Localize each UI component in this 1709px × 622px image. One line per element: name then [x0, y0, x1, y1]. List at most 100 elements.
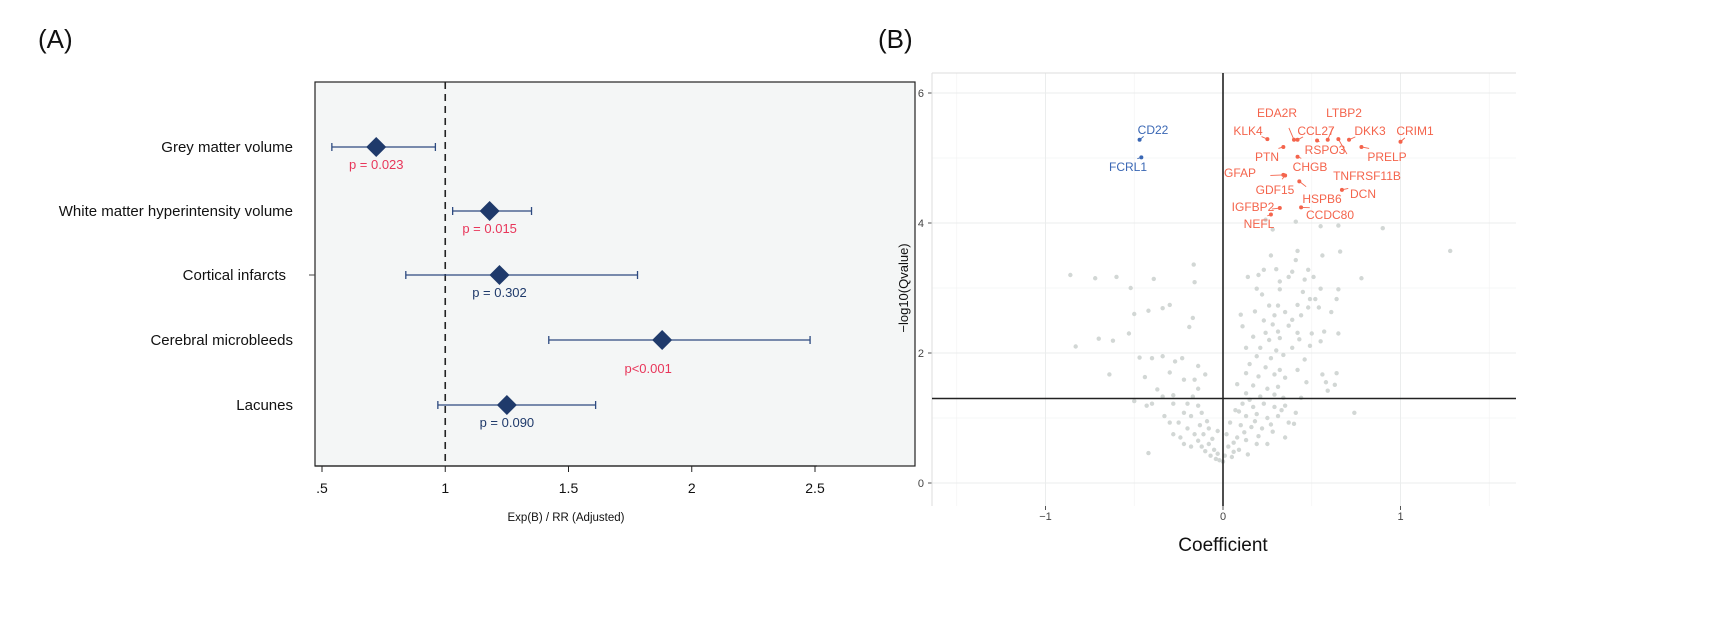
scatter-point [1265, 415, 1270, 421]
scatter-point [1160, 394, 1165, 399]
scatter-point [1275, 384, 1281, 389]
scatter-point [1176, 420, 1181, 425]
gene-label: GFAP [1224, 166, 1256, 180]
x-tick-label-b: 0 [1220, 511, 1226, 523]
scatter-point [1247, 361, 1252, 367]
scatter-point [1334, 296, 1339, 302]
labeled-point [1297, 179, 1302, 184]
gene-label: KLK4 [1233, 124, 1263, 138]
x-tick-label-b: 1 [1397, 511, 1403, 523]
scatter-point [1291, 421, 1297, 427]
scatter-point [1250, 334, 1256, 339]
scatter-point [1352, 410, 1357, 415]
scatter-point [1160, 305, 1165, 311]
scatter-point [1208, 453, 1213, 458]
row-label: Lacunes [236, 397, 293, 414]
scatter-point [1242, 430, 1247, 435]
scatter-point [1259, 292, 1265, 297]
scatter-point [1160, 354, 1165, 359]
scatter-point [1282, 309, 1288, 315]
scatter-point [1268, 422, 1274, 427]
scatter-point [1293, 410, 1298, 415]
y-tick-label-b: 6 [918, 88, 924, 100]
scatter-point [1231, 449, 1236, 454]
scatter-point [1195, 403, 1201, 408]
scatter-point [1316, 305, 1322, 310]
scatter-point [1233, 408, 1238, 413]
p-value-label: p = 0.090 [480, 415, 535, 430]
scatter-point [1281, 352, 1286, 358]
scatter-point [1302, 277, 1307, 282]
scatter-point [1238, 422, 1243, 428]
labeled-point [1265, 137, 1270, 142]
scatter-point [1171, 393, 1176, 398]
scatter-point [1270, 227, 1275, 232]
x-tick-label-a: 1 [441, 480, 449, 496]
scatter-point [1201, 432, 1206, 437]
scatter-point [1155, 387, 1160, 392]
scatter-point [1096, 336, 1101, 341]
scatter-point [1185, 401, 1190, 406]
scatter-point [1274, 266, 1279, 272]
labeled-point [1339, 187, 1344, 192]
scatter-point [1181, 441, 1187, 447]
scatter-point [1270, 322, 1275, 327]
scatter-point [1277, 279, 1283, 284]
gene-label: FCRL1 [1109, 160, 1147, 174]
x-axis-label-b: Coefficient [1178, 535, 1268, 556]
gene-label: HSPB6 [1302, 192, 1342, 206]
scatter-point [1197, 422, 1203, 428]
gene-label: TNFRSF11B [1333, 169, 1401, 183]
scatter-point [1336, 287, 1341, 292]
scatter-point [1204, 419, 1210, 424]
scatter-point [1256, 434, 1261, 439]
scatter-point [1261, 267, 1267, 272]
p-value-label: p = 0.302 [472, 285, 527, 300]
scatter-point [1309, 331, 1314, 336]
scatter-point [1272, 313, 1277, 318]
scatter-point [1132, 311, 1137, 317]
scatter-point [1323, 380, 1329, 385]
scatter-point [1243, 391, 1249, 396]
x-tick-label-a: 1.5 [559, 480, 579, 496]
scatter-point [1279, 408, 1284, 413]
gene-label: PTN [1255, 150, 1279, 164]
scatter-point [1229, 454, 1235, 460]
scatter-point [1236, 409, 1242, 414]
row-label: Grey matter volume [161, 139, 293, 156]
scatter-point [1272, 372, 1277, 377]
labeled-point [1292, 137, 1296, 142]
scatter-point [1268, 356, 1274, 361]
scatter-point [1293, 219, 1298, 224]
scatter-point [1172, 359, 1178, 364]
panel-label-a: (A) [38, 24, 73, 54]
scatter-point [1270, 429, 1275, 434]
scatter-point [1258, 345, 1263, 350]
scatter-point [1179, 356, 1185, 361]
labeled-point [1281, 144, 1286, 149]
scatter-point [1206, 441, 1212, 447]
scatter-point [1337, 249, 1343, 254]
row-label: Cortical infarcts [183, 267, 286, 284]
x-tick-label-b: −1 [1039, 511, 1052, 523]
scatter-point [1171, 401, 1176, 406]
panel-label-b: (B) [878, 24, 913, 54]
scatter-point [1320, 253, 1325, 258]
scatter-point [1332, 382, 1338, 388]
label-leader-line [1270, 174, 1284, 176]
labeled-point [1295, 154, 1300, 159]
gene-label: CRIM1 [1396, 124, 1434, 138]
scatter-point [1252, 309, 1258, 314]
scatter-point [1190, 394, 1196, 399]
scatter-point [1188, 413, 1194, 419]
scatter-point [1245, 452, 1251, 457]
scatter-point [1203, 448, 1208, 454]
estimate-marker [489, 265, 510, 285]
scatter-point [1266, 337, 1272, 343]
p-value-label: p = 0.023 [349, 157, 404, 172]
scatter-point [1146, 308, 1151, 313]
scatter-point [1238, 312, 1243, 317]
y-tick-label-b: 0 [918, 478, 924, 490]
scatter-point [1195, 438, 1201, 443]
